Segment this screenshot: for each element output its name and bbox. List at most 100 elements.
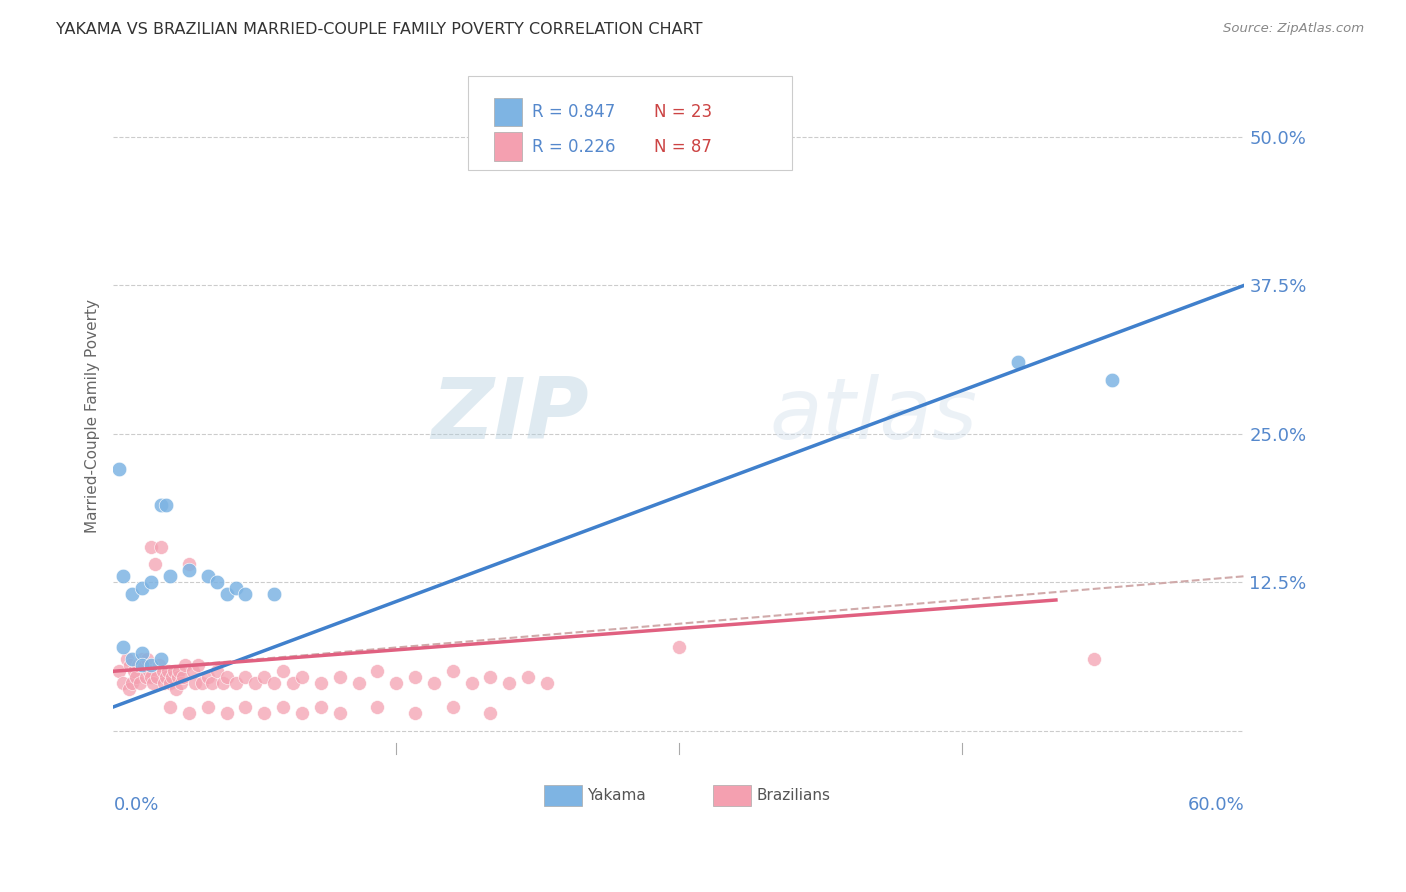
Point bbox=[111, 640, 134, 655]
Point bbox=[366, 665, 388, 679]
Text: N = 23: N = 23 bbox=[654, 103, 711, 121]
Point bbox=[263, 587, 285, 601]
Point bbox=[517, 670, 540, 684]
Point bbox=[205, 665, 228, 679]
Point bbox=[121, 587, 143, 601]
Point bbox=[479, 670, 502, 684]
Point bbox=[141, 575, 163, 590]
Text: atlas: atlas bbox=[769, 375, 977, 458]
Point bbox=[498, 676, 520, 690]
Text: 0.0%: 0.0% bbox=[114, 796, 159, 814]
Point bbox=[111, 569, 134, 583]
Point bbox=[141, 540, 163, 554]
Point bbox=[153, 676, 176, 690]
Point bbox=[423, 676, 446, 690]
Point bbox=[160, 670, 183, 684]
Point bbox=[243, 676, 266, 690]
Point bbox=[181, 665, 204, 679]
Point bbox=[131, 652, 153, 666]
Point bbox=[668, 640, 690, 655]
Point bbox=[128, 676, 150, 690]
Point bbox=[205, 575, 228, 590]
Point bbox=[271, 699, 294, 714]
Point bbox=[165, 681, 187, 696]
Point bbox=[120, 658, 142, 673]
Point bbox=[155, 670, 177, 684]
Point bbox=[479, 706, 502, 720]
Point bbox=[309, 699, 332, 714]
Point bbox=[155, 498, 177, 512]
Point bbox=[163, 665, 186, 679]
Point bbox=[235, 699, 257, 714]
Point bbox=[197, 569, 219, 583]
Point bbox=[309, 676, 332, 690]
Point bbox=[191, 676, 214, 690]
Point bbox=[131, 658, 153, 673]
Point bbox=[200, 676, 222, 690]
Point bbox=[141, 670, 163, 684]
Y-axis label: Married-Couple Family Poverty: Married-Couple Family Poverty bbox=[86, 299, 100, 533]
Point bbox=[131, 647, 153, 661]
Point bbox=[149, 540, 172, 554]
Point bbox=[169, 665, 191, 679]
Point bbox=[281, 676, 304, 690]
Point bbox=[235, 587, 257, 601]
Text: N = 87: N = 87 bbox=[654, 137, 711, 156]
Text: R = 0.847: R = 0.847 bbox=[531, 103, 614, 121]
Point bbox=[197, 670, 219, 684]
Point bbox=[138, 665, 160, 679]
Point bbox=[148, 658, 170, 673]
Point bbox=[441, 699, 464, 714]
Point bbox=[263, 676, 285, 690]
Point bbox=[183, 676, 205, 690]
Point bbox=[225, 676, 247, 690]
Point bbox=[149, 498, 172, 512]
Point bbox=[121, 652, 143, 666]
Point bbox=[211, 676, 233, 690]
Point bbox=[108, 462, 131, 476]
Point bbox=[143, 558, 166, 572]
Text: 60.0%: 60.0% bbox=[1188, 796, 1244, 814]
Point bbox=[172, 670, 194, 684]
Point bbox=[235, 670, 257, 684]
Point bbox=[152, 665, 174, 679]
Point bbox=[111, 676, 134, 690]
Text: Brazilians: Brazilians bbox=[756, 788, 831, 803]
Point bbox=[1007, 355, 1029, 369]
Point bbox=[136, 652, 159, 666]
Point bbox=[122, 665, 145, 679]
Point bbox=[329, 706, 352, 720]
Text: Yakama: Yakama bbox=[588, 788, 647, 803]
Point bbox=[385, 676, 408, 690]
Point bbox=[215, 587, 238, 601]
Point bbox=[170, 676, 193, 690]
Point bbox=[117, 681, 139, 696]
Text: YAKAMA VS BRAZILIAN MARRIED-COUPLE FAMILY POVERTY CORRELATION CHART: YAKAMA VS BRAZILIAN MARRIED-COUPLE FAMIL… bbox=[56, 22, 703, 37]
Point bbox=[1083, 652, 1105, 666]
Point bbox=[291, 670, 314, 684]
Point bbox=[253, 670, 276, 684]
Point bbox=[460, 676, 482, 690]
Point bbox=[131, 581, 153, 595]
Point bbox=[149, 652, 172, 666]
Point bbox=[347, 676, 370, 690]
Point bbox=[177, 563, 200, 577]
Point bbox=[177, 706, 200, 720]
Point bbox=[225, 581, 247, 595]
Point bbox=[197, 699, 219, 714]
Point bbox=[1101, 373, 1123, 387]
Point bbox=[366, 699, 388, 714]
Point bbox=[329, 670, 352, 684]
Point bbox=[159, 699, 181, 714]
Point bbox=[536, 676, 558, 690]
Point bbox=[142, 676, 165, 690]
Point bbox=[177, 558, 200, 572]
Point bbox=[121, 676, 143, 690]
Point bbox=[441, 665, 464, 679]
Point bbox=[215, 706, 238, 720]
Point bbox=[187, 658, 209, 673]
Point bbox=[404, 706, 426, 720]
Point bbox=[135, 670, 157, 684]
Point bbox=[215, 670, 238, 684]
Point bbox=[146, 670, 169, 684]
